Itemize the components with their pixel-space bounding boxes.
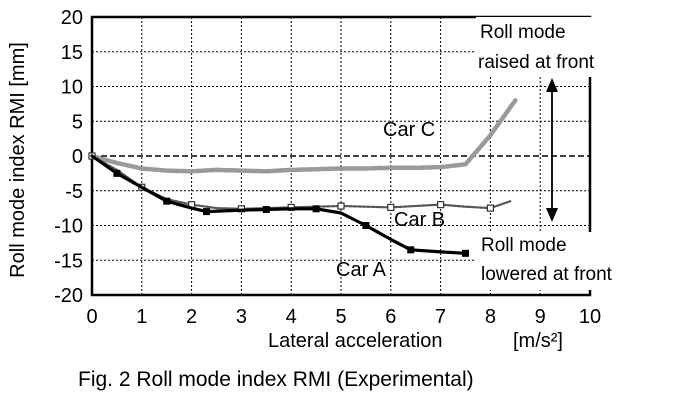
car-a-point xyxy=(312,205,320,213)
y-tick-label: -15 xyxy=(54,250,83,272)
lowered-annotation-line1: Roll mode xyxy=(481,235,567,256)
car-b-point xyxy=(437,201,445,209)
lowered-annotation-box xyxy=(476,232,660,290)
x-tick-label: 10 xyxy=(579,306,601,328)
x-tick-label: 5 xyxy=(335,306,346,328)
roll-mode-double-arrow xyxy=(546,78,558,222)
car-a-point xyxy=(113,169,121,177)
y-tick-label: 0 xyxy=(72,146,83,168)
x-tick-label: 4 xyxy=(286,306,297,328)
car-b-point xyxy=(387,203,395,212)
x-tick-label: 1 xyxy=(136,306,147,328)
y-tick-label: -20 xyxy=(54,285,83,307)
y-tick-label: 10 xyxy=(61,77,83,99)
y-tick-label: 20 xyxy=(61,7,83,29)
y-tick-labels: 20 15 10 5 0 -5 -10 -15 -20 xyxy=(54,7,83,307)
car-a-point xyxy=(203,208,211,216)
car-a-point xyxy=(362,222,370,229)
x-axis-unit: [m/s²] xyxy=(513,330,563,352)
lowered-annotation-line2: lowered at front xyxy=(481,264,613,285)
x-tick-label: 7 xyxy=(435,306,446,328)
y-axis-label: Roll mode index RMI [mm] xyxy=(7,42,29,278)
series-layer xyxy=(88,98,518,257)
x-tick-label: 8 xyxy=(485,306,496,328)
x-tick-label: 3 xyxy=(236,306,247,328)
car-a-point xyxy=(262,206,270,214)
x-tick-label: 6 xyxy=(385,306,396,328)
y-tick-label: 15 xyxy=(61,42,83,64)
x-axis-label: Lateral acceleration xyxy=(268,330,443,352)
car-b-point xyxy=(337,202,345,210)
y-tick-label: -10 xyxy=(54,216,83,238)
x-tick-label: 9 xyxy=(535,306,546,328)
car-b-line xyxy=(90,154,512,210)
car-a-label: Car A xyxy=(336,259,387,281)
car-b-label: Car B xyxy=(394,209,445,231)
y-tick-label: -5 xyxy=(65,181,83,203)
x-tick-label: 2 xyxy=(186,306,197,328)
car-a-point xyxy=(163,197,171,205)
car-c-label: Car C xyxy=(383,119,435,141)
x-tick-label: 0 xyxy=(86,306,97,328)
y-tick-label: 5 xyxy=(72,111,83,133)
raised-annotation-box xyxy=(476,17,640,77)
figure-caption: Fig. 2 Roll mode index RMI (Experimental… xyxy=(78,368,474,391)
car-b-point xyxy=(486,204,494,212)
x-tick-labels: 0 1 2 3 4 5 6 7 8 9 10 xyxy=(86,306,601,328)
car-a-point xyxy=(462,249,469,257)
car-a-line xyxy=(90,154,468,255)
car-c-line xyxy=(89,98,518,174)
car-a-point xyxy=(407,246,415,254)
raised-annotation-line1: Roll mode xyxy=(480,22,566,43)
raised-annotation-line2: raised at front xyxy=(478,52,595,73)
